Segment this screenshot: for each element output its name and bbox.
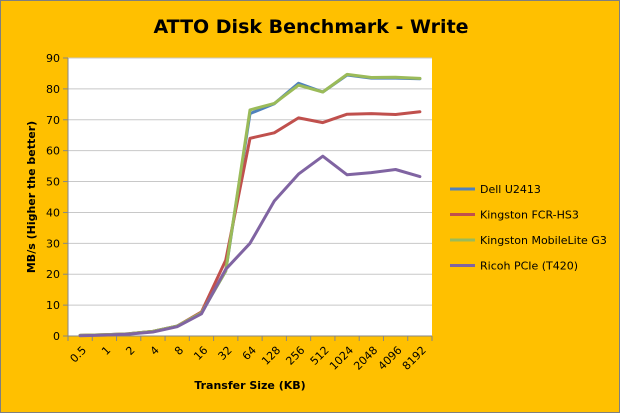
x-tick-label: 4096 bbox=[376, 344, 405, 373]
legend: Dell U2413 Kingston FCR-HS3 Kingston Mobil… bbox=[450, 183, 607, 273]
x-tick-label: 128 bbox=[259, 344, 283, 368]
y-axis-label: MB/s (Higher the better) bbox=[25, 121, 38, 273]
legend-label: Kingston FCR-HS3 bbox=[480, 209, 579, 222]
chart-title: ATTO Disk Benchmark - Write bbox=[153, 16, 468, 38]
y-tick-label: 30 bbox=[46, 237, 60, 250]
x-tick-label: 8 bbox=[172, 344, 186, 358]
y-tick-label: 70 bbox=[46, 114, 60, 127]
x-axis-label: Transfer Size (KB) bbox=[194, 379, 305, 392]
x-tick-label: 8192 bbox=[400, 344, 429, 373]
y-tick-label: 10 bbox=[46, 299, 60, 312]
x-tick-label: 4 bbox=[148, 344, 162, 358]
y-tick-label: 60 bbox=[46, 145, 60, 158]
y-tick-label: 40 bbox=[46, 206, 60, 219]
x-tick-label: 64 bbox=[240, 344, 259, 363]
series-line-3 bbox=[78, 154, 422, 338]
x-tick-label: 1 bbox=[99, 344, 113, 358]
y-axis-ticks: 0 10 20 30 40 50 60 70 80 90 bbox=[46, 52, 60, 343]
x-tick-label: 256 bbox=[283, 344, 307, 368]
legend-label: Kingston MobileLite G3 bbox=[480, 234, 607, 247]
x-tick-label: 2048 bbox=[351, 344, 380, 373]
y-tick-label: 80 bbox=[46, 83, 60, 96]
series-lines bbox=[78, 72, 422, 338]
plot-area bbox=[68, 58, 432, 336]
y-tick-label: 90 bbox=[46, 52, 60, 65]
x-tick-label: 0.5 bbox=[68, 344, 90, 366]
gridlines bbox=[63, 57, 432, 337]
y-tick-label: 20 bbox=[46, 268, 60, 281]
x-tick-label: 1024 bbox=[327, 344, 356, 373]
y-tick-label: 0 bbox=[53, 330, 60, 343]
y-tick-label: 50 bbox=[46, 176, 60, 189]
legend-label: Dell U2413 bbox=[480, 183, 541, 196]
x-tick-label: 32 bbox=[216, 344, 235, 363]
x-tick-label: 2 bbox=[123, 344, 137, 358]
x-tick-label: 16 bbox=[191, 344, 210, 363]
legend-label: Ricoh PCIe (T420) bbox=[480, 260, 578, 273]
